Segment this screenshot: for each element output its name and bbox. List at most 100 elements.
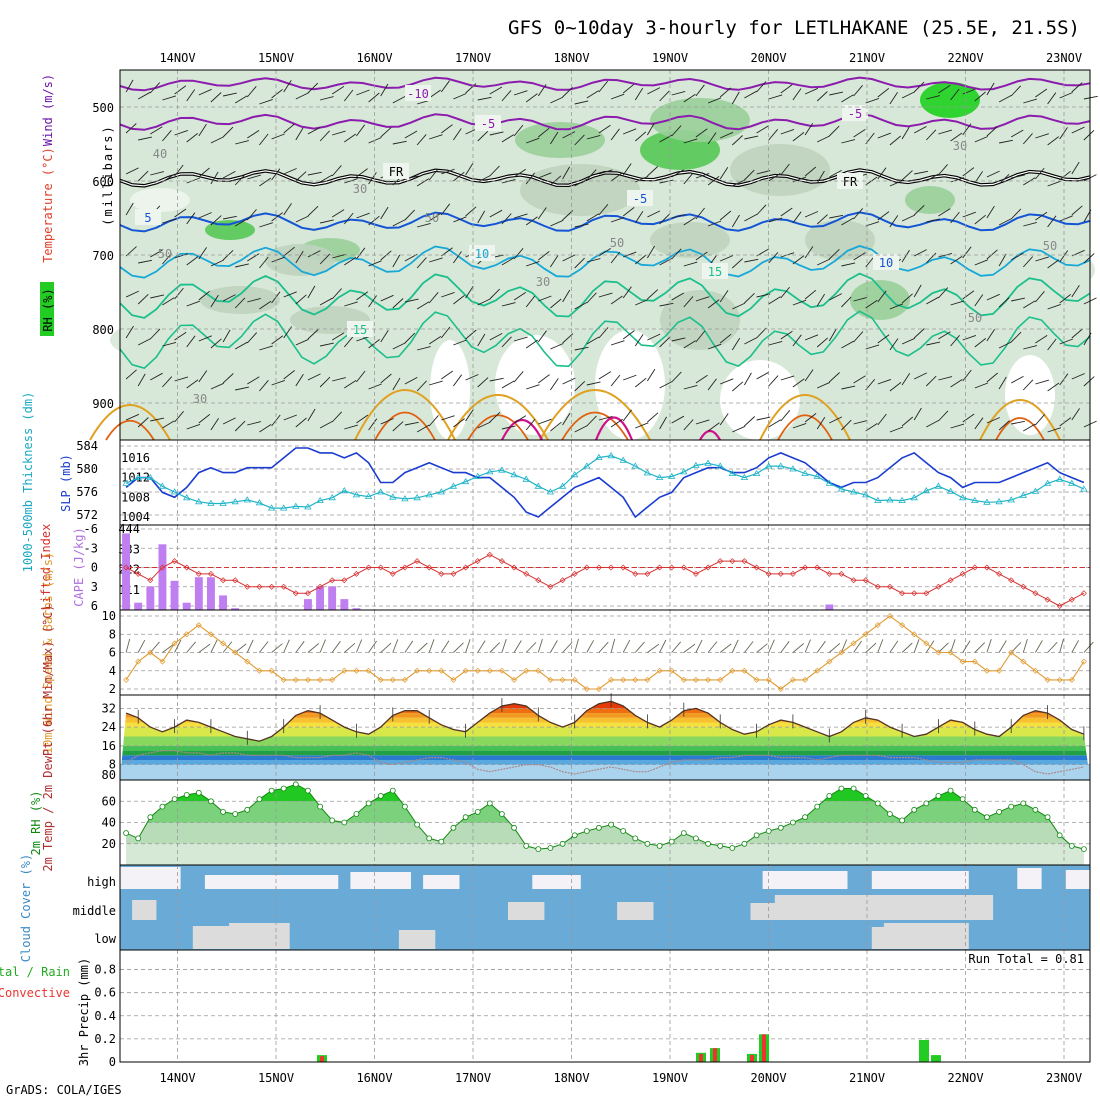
wind-barb bbox=[392, 298, 404, 309]
wind-barb bbox=[719, 413, 729, 426]
wind-barb bbox=[1023, 98, 1037, 104]
wind-speed-marker bbox=[802, 676, 809, 683]
wind-barb bbox=[732, 425, 746, 433]
rh-region bbox=[515, 122, 605, 158]
surface-wind-barb bbox=[307, 643, 319, 653]
wind-barb bbox=[999, 139, 1013, 144]
rh-marker bbox=[535, 846, 542, 852]
wind-barb bbox=[441, 124, 453, 134]
wind-barb bbox=[271, 89, 283, 99]
wind-barb bbox=[986, 205, 995, 219]
li-marker bbox=[935, 583, 942, 590]
wind-barb bbox=[137, 338, 151, 346]
wind-speed-marker bbox=[971, 658, 978, 665]
wind-barb bbox=[1010, 129, 1024, 138]
rh-marker bbox=[341, 819, 348, 826]
wind-barb bbox=[477, 421, 491, 429]
wind-tick-label: 4 bbox=[109, 664, 116, 678]
rh-marker bbox=[365, 800, 372, 807]
wind-speed-marker bbox=[426, 667, 433, 674]
rh-contour-label: 40 bbox=[153, 147, 167, 161]
wind-barb bbox=[853, 296, 868, 302]
wind-barb bbox=[731, 258, 744, 269]
wind-barb bbox=[356, 335, 370, 342]
wind-barb bbox=[1022, 379, 1034, 391]
wind-barb bbox=[1047, 382, 1060, 392]
temp-contour-label: 10 bbox=[879, 256, 893, 270]
wind-barb bbox=[756, 204, 767, 216]
rh-contour-label: 30 bbox=[193, 392, 207, 406]
wind-barb bbox=[513, 292, 527, 301]
wind-barb bbox=[404, 377, 418, 385]
temp-contour-max-arc bbox=[501, 419, 543, 441]
wind-barb bbox=[877, 334, 890, 344]
wind-speed-marker bbox=[777, 686, 784, 692]
wind-barb bbox=[343, 336, 354, 348]
wind-barb bbox=[889, 215, 899, 228]
wind-barb bbox=[234, 218, 248, 227]
wind-barb bbox=[525, 418, 536, 431]
wind-barb bbox=[162, 95, 176, 101]
bottom-date-label: 23NOV bbox=[1046, 1071, 1082, 1085]
surface-wind-barb bbox=[355, 639, 363, 653]
li-marker bbox=[705, 564, 712, 571]
wind-barb bbox=[392, 342, 406, 350]
rh-region bbox=[110, 318, 250, 362]
cloud-block bbox=[508, 902, 545, 920]
wind-barb bbox=[453, 251, 462, 264]
surface-wind-barb bbox=[137, 639, 146, 653]
pressure-tick-label: 700 bbox=[92, 249, 114, 263]
surface-wind-barb bbox=[1059, 638, 1064, 653]
li-marker bbox=[280, 583, 287, 590]
wind-barb bbox=[574, 257, 585, 269]
bottom-date-label: 18NOV bbox=[553, 1071, 589, 1085]
thickness-marker bbox=[534, 482, 543, 489]
wind-barb bbox=[416, 134, 427, 146]
wind-barb bbox=[380, 127, 392, 138]
wind-barb bbox=[234, 95, 248, 104]
wind-barb bbox=[889, 92, 898, 105]
li-marker bbox=[620, 564, 627, 571]
wind-barb bbox=[962, 167, 975, 177]
wind-barb bbox=[647, 368, 656, 382]
li-marker bbox=[341, 577, 348, 584]
wind-barb bbox=[489, 131, 504, 136]
wind-barb bbox=[477, 377, 489, 388]
wind-barb bbox=[319, 253, 331, 265]
wind-barb bbox=[1083, 95, 1098, 100]
thickness-marker bbox=[716, 462, 724, 469]
wind-barb bbox=[853, 129, 866, 138]
cape-bar bbox=[825, 604, 834, 610]
wind-barb bbox=[841, 94, 854, 103]
precip-tick-label: 0.2 bbox=[94, 1032, 116, 1046]
wind-barb bbox=[501, 380, 515, 389]
wind-barb bbox=[1035, 167, 1045, 180]
wind-barb bbox=[695, 374, 708, 384]
wind-barb bbox=[125, 413, 140, 421]
thickness-marker bbox=[680, 468, 688, 475]
lifted-index-line bbox=[125, 554, 1085, 607]
wind-barb bbox=[416, 346, 431, 351]
surface-wind-barb bbox=[719, 643, 732, 653]
wind-barb bbox=[247, 130, 260, 139]
wind-barb bbox=[914, 372, 927, 380]
rh-marker bbox=[802, 814, 808, 821]
wind-barb bbox=[622, 330, 635, 340]
wind-barb bbox=[901, 249, 910, 263]
cloud-block bbox=[350, 872, 411, 889]
wind-barb bbox=[392, 96, 406, 104]
wind-barb bbox=[877, 167, 887, 180]
wind-barb bbox=[622, 409, 632, 422]
wind-barb bbox=[598, 169, 613, 175]
wind-barb bbox=[998, 297, 1010, 308]
wind-barb bbox=[817, 135, 830, 143]
wind-barb bbox=[222, 294, 236, 302]
wind-barb bbox=[610, 93, 625, 100]
wind-barb bbox=[162, 376, 173, 388]
li-marker bbox=[571, 570, 578, 577]
rh-marker bbox=[620, 828, 627, 834]
wind-barb bbox=[659, 302, 674, 307]
wind-barb bbox=[671, 248, 682, 260]
thickness-marker bbox=[886, 496, 894, 503]
wind-barb bbox=[198, 212, 212, 219]
